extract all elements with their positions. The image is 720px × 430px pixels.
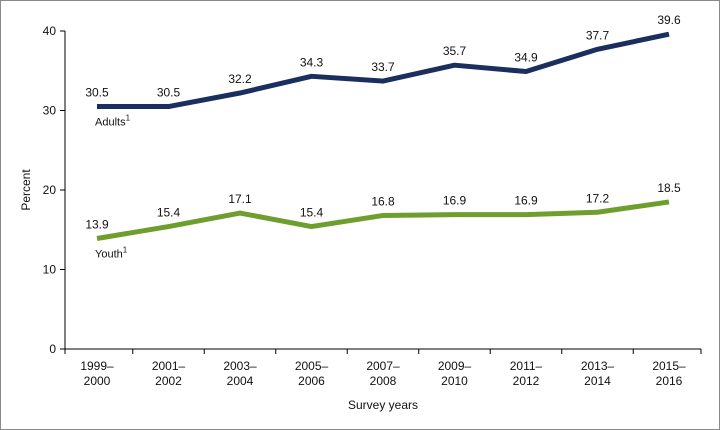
data-label: 16.8 bbox=[371, 194, 395, 208]
y-tick-label: 40 bbox=[43, 24, 57, 38]
data-label: 17.1 bbox=[228, 192, 252, 206]
axes: 0 10 20 30 40 1999–2000 2001–2002 2003–2004 2005… bbox=[43, 24, 702, 388]
data-label: 39.6 bbox=[657, 13, 681, 27]
x-tick-label: 2008 bbox=[370, 374, 397, 388]
x-tick-label: 2002 bbox=[155, 374, 182, 388]
data-label: 32.2 bbox=[228, 72, 252, 86]
data-label: 15.4 bbox=[300, 206, 324, 220]
data-label: 16.9 bbox=[514, 194, 538, 208]
y-tick-label: 30 bbox=[43, 104, 57, 118]
x-tick-label: 2006 bbox=[298, 374, 325, 388]
x-tick-label: 2005– bbox=[295, 359, 329, 373]
x-tick-label: 2015– bbox=[652, 359, 686, 373]
x-tick-label: 2000 bbox=[84, 374, 111, 388]
x-tick-label: 2011– bbox=[510, 359, 543, 373]
x-tick-label: 1999– bbox=[80, 359, 114, 373]
series-line-youth bbox=[96, 199, 670, 241]
x-tick-label: 2004 bbox=[227, 374, 254, 388]
data-label: 16.9 bbox=[443, 194, 467, 208]
data-label: 37.7 bbox=[586, 28, 610, 42]
x-tick-label: 2009– bbox=[438, 359, 472, 373]
data-label: 34.9 bbox=[514, 51, 538, 65]
x-tick-label: 2014 bbox=[584, 374, 611, 388]
y-tick-label: 10 bbox=[43, 263, 57, 277]
x-tick-label: 2013– bbox=[581, 359, 615, 373]
data-label: 33.7 bbox=[371, 60, 395, 74]
y-tick-label: 20 bbox=[43, 183, 57, 197]
data-label: 30.5 bbox=[157, 86, 181, 100]
data-label: 18.5 bbox=[657, 181, 681, 195]
data-labels-layer: 30.5 30.5 32.2 34.3 33.7 35.7 34.9 37.7 39.6 Adul… bbox=[85, 13, 681, 260]
y-axis-title: Percent bbox=[19, 169, 33, 211]
series-layer bbox=[96, 31, 670, 241]
data-label: 34.3 bbox=[300, 55, 324, 69]
x-tick-label: 2003– bbox=[223, 359, 257, 373]
x-tick-label: 2012 bbox=[513, 374, 540, 388]
series-label-youth: Youth1 bbox=[95, 245, 128, 260]
x-tick-label: 2007– bbox=[366, 359, 400, 373]
data-label: 30.5 bbox=[85, 86, 109, 100]
data-label: 35.7 bbox=[443, 44, 467, 58]
x-tick-label: 2001– bbox=[152, 359, 186, 373]
y-tick-label: 0 bbox=[49, 342, 56, 356]
data-label: 17.2 bbox=[586, 191, 610, 205]
series-line-adults bbox=[97, 31, 670, 110]
x-tick-label: 2016 bbox=[656, 374, 683, 388]
series-label-adults: Adults1 bbox=[95, 114, 131, 129]
x-axis-title: Survey years bbox=[348, 398, 418, 412]
x-tick-label: 2010 bbox=[441, 374, 468, 388]
data-label: 15.4 bbox=[157, 206, 181, 220]
data-label: 13.9 bbox=[85, 217, 109, 231]
